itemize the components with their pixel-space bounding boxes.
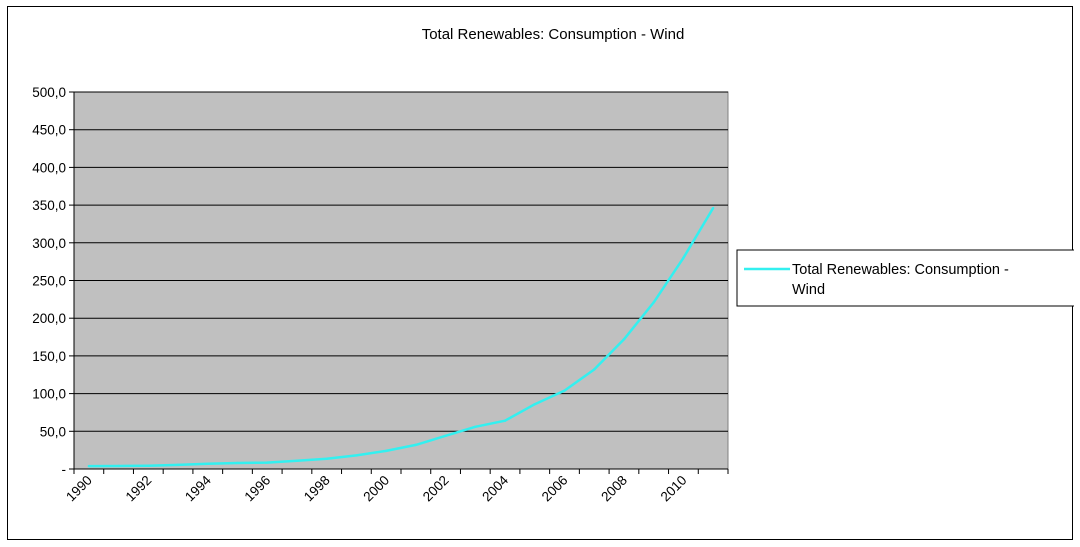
data-point [176,463,180,467]
data-point [266,461,269,464]
x-tick-label: 1994 [182,472,214,504]
data-point [533,402,536,406]
y-tick-label: 500,0 [32,85,66,100]
y-tick-label: 50,0 [40,424,66,439]
x-tick-label: 2000 [360,473,392,505]
y-tick-label: 350,0 [32,198,66,213]
data-point [622,338,626,341]
y-tick-label: 250,0 [32,274,66,289]
series-layer [87,206,715,468]
chart-title: Total Renewables: Consumption - Wind [422,26,685,43]
data-point [593,368,596,371]
data-point [355,454,358,457]
y-tick-label: 400,0 [32,160,66,175]
data-point [295,459,299,462]
legend: Total Renewables: Consumption - Wind [736,249,1074,307]
data-point [711,206,715,210]
grid-lines [74,91,728,432]
data-point [444,434,447,438]
x-tick-label: 1996 [241,473,273,505]
x-axis-ticks: 1990 1992 1994 1996 1998 2000 2002 2004 2006 2008… [63,469,729,505]
data-point [325,457,328,461]
x-tick-label: 1998 [301,473,333,505]
x-tick-label: 2008 [598,473,630,505]
data-point [652,301,655,304]
y-tick-label: - [62,462,67,477]
data-point [117,464,120,468]
x-tick-label: 2010 [658,473,690,505]
data-point [87,464,91,468]
data-point [236,461,239,465]
legend-box [736,249,1074,307]
y-tick-label: 150,0 [32,349,66,364]
chart-frame: Total Renewables: Consumption - Wind - 50… [7,6,1074,540]
x-tick-label: 2004 [479,472,511,504]
data-point [414,443,418,447]
y-tick-label: 300,0 [32,236,66,251]
y-axis-ticks: - 50,0 100,0 150,0 200,0 250,0 300,0 350,0 400,0… [32,85,74,477]
data-point [384,449,388,453]
line-chart: Total Renewables: Consumption - Wind - 50… [32,26,1074,505]
x-tick-label: 2002 [420,473,452,505]
data-point [474,425,477,428]
x-tick-label: 1990 [63,473,95,505]
data-point [563,389,566,392]
data-point [206,462,209,465]
legend-label-line1: Total Renewables: Consumption - [792,262,1009,278]
y-tick-label: 450,0 [32,123,66,138]
data-point [682,256,685,260]
y-tick-label: 100,0 [32,387,66,402]
series-line [88,207,715,468]
legend-label-line2: Wind [792,282,825,298]
y-tick-label: 200,0 [32,311,66,326]
data-point [147,464,150,467]
x-tick-label: 1992 [123,473,155,505]
data-point [503,419,507,422]
x-tick-label: 2006 [539,473,571,505]
